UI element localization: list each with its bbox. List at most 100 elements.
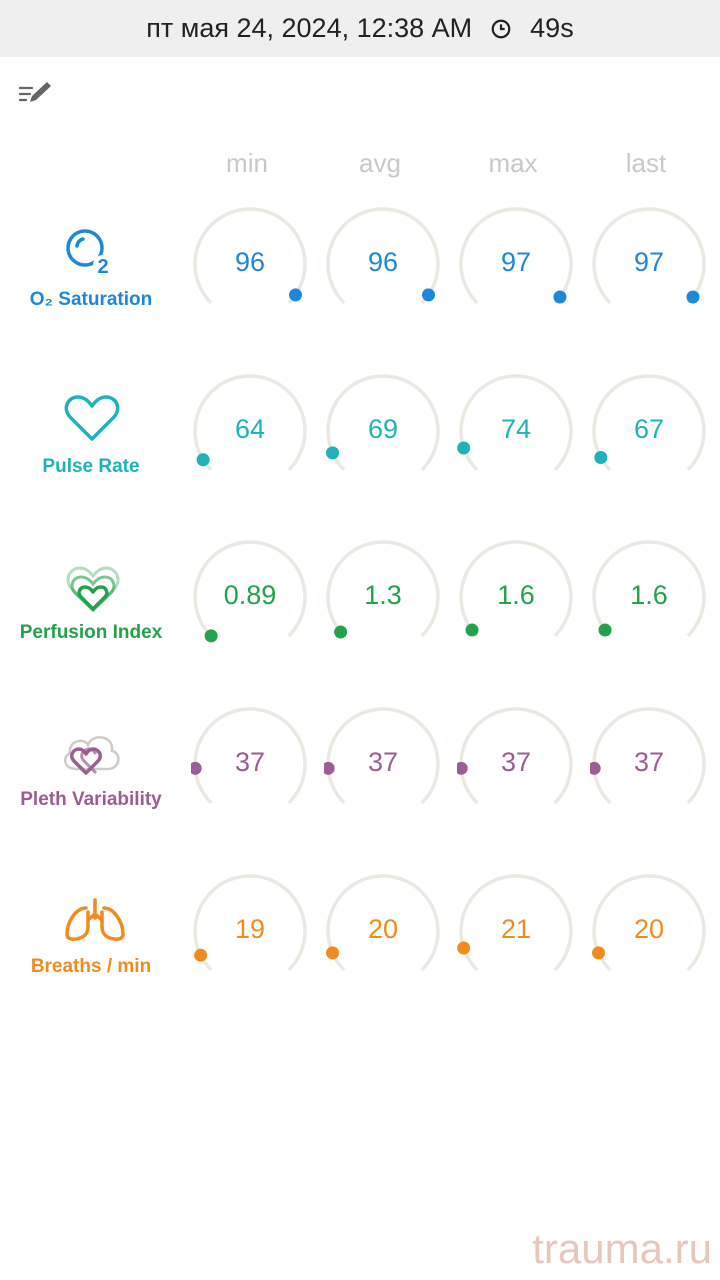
- gauge-arc: [457, 707, 573, 805]
- gauge-track: [326, 874, 440, 972]
- gauge-value: 37: [367, 747, 399, 777]
- gauge-arc: [326, 874, 440, 972]
- gauge-arc: [457, 374, 573, 472]
- gauge-track: [193, 540, 307, 638]
- gauge-breaths-avg[interactable]: 20: [324, 872, 452, 982]
- gauge-value: 19: [234, 914, 266, 944]
- gauge-pleth-last[interactable]: 37: [590, 705, 718, 815]
- gauge-value: 69: [367, 414, 399, 444]
- session-duration: 49s: [530, 13, 574, 43]
- gauge-level-dot: [553, 290, 567, 304]
- gauge-level-dot: [288, 288, 302, 302]
- gauge-pulse-min[interactable]: 64: [191, 372, 319, 482]
- gauge-arc: [191, 707, 307, 805]
- gauge-breaths-max[interactable]: 21: [457, 872, 585, 982]
- gauge-o2-min[interactable]: 96: [191, 205, 319, 315]
- gauge-track: [459, 540, 573, 638]
- gauge-track: [193, 374, 307, 472]
- metric-label-breaths[interactable]: Breaths / min: [30, 956, 152, 977]
- gauge-perfusion-last[interactable]: 1.6: [590, 538, 718, 648]
- gauge-arc: [193, 874, 307, 972]
- gauge-arc: [590, 707, 706, 805]
- heart-outline-icon: [62, 393, 122, 450]
- gauge-o2-last[interactable]: 97: [590, 205, 718, 315]
- gauge-arc: [326, 540, 440, 639]
- gauge-value: 21: [500, 914, 532, 944]
- gauge-level-dot: [326, 446, 340, 460]
- gauge-track: [193, 874, 307, 972]
- gauge-perfusion-max[interactable]: 1.6: [457, 538, 585, 648]
- gauge-perfusion-min[interactable]: 0.89: [191, 538, 319, 648]
- lungs-icon: [62, 896, 128, 949]
- gauge-level-dot: [334, 625, 348, 639]
- gauge-level-dot: [457, 941, 471, 955]
- column-header-min: min: [226, 148, 268, 178]
- gauge-o2-max[interactable]: 97: [457, 205, 585, 315]
- metric-label-perfusion[interactable]: Perfusion Index: [19, 622, 163, 643]
- gauge-level-dot: [598, 623, 612, 637]
- gauge-arc: [193, 540, 307, 643]
- gauge-arc: [459, 207, 573, 305]
- metric-label-pulse[interactable]: Pulse Rate: [42, 456, 140, 477]
- gauge-value: 96: [234, 247, 266, 277]
- gauge-pulse-avg[interactable]: 69: [324, 372, 452, 482]
- column-header-last: last: [625, 148, 667, 178]
- gauge-track: [592, 374, 706, 472]
- gauge-arc: [592, 540, 706, 638]
- gauge-value: 37: [633, 747, 665, 777]
- gauge-track: [459, 207, 573, 305]
- gauge-pleth-max[interactable]: 37: [457, 705, 585, 815]
- gauge-arc: [592, 374, 706, 472]
- status-bar: пт мая 24, 2024, 12:38 AM 49s: [0, 0, 720, 57]
- gauge-level-dot: [594, 450, 608, 464]
- gauge-level-dot: [421, 288, 435, 302]
- gauge-track: [326, 540, 440, 638]
- gauge-track: [193, 207, 307, 305]
- gauge-value: 20: [367, 914, 399, 944]
- gauge-level-dot: [592, 946, 606, 960]
- edit-list-icon: [18, 82, 51, 102]
- metric-label-pleth[interactable]: Pleth Variability: [20, 789, 162, 810]
- gauge-value: 1.6: [497, 580, 535, 610]
- clock-icon: [491, 19, 511, 38]
- gauge-arc: [326, 207, 440, 305]
- gauge-level-dot: [326, 946, 340, 960]
- hearts-cloud-icon: [56, 729, 124, 786]
- gauge-pleth-min[interactable]: 37: [191, 705, 319, 815]
- gauge-perfusion-avg[interactable]: 1.3: [324, 538, 452, 648]
- gauge-arc: [459, 540, 573, 638]
- gauge-arc: [324, 707, 440, 805]
- gauge-value: 74: [500, 414, 532, 444]
- gauge-track: [326, 207, 440, 305]
- gauge-arc: [193, 374, 307, 472]
- gauge-level-dot: [194, 948, 208, 962]
- gauge-arc: [592, 874, 706, 972]
- gauge-level-dot: [686, 290, 700, 304]
- gauge-value: 0.89: [223, 580, 277, 610]
- gauge-pulse-last[interactable]: 67: [590, 372, 718, 482]
- gauge-pleth-avg[interactable]: 37: [324, 705, 452, 815]
- gauge-breaths-min[interactable]: 19: [191, 872, 319, 982]
- gauge-value: 1.6: [630, 580, 668, 610]
- edit-list-button[interactable]: [14, 76, 58, 110]
- gauge-track: [592, 207, 706, 305]
- session-datetime: пт мая 24, 2024, 12:38 AM: [146, 13, 473, 43]
- gauge-track: [459, 374, 573, 472]
- gauge-breaths-last[interactable]: 20: [590, 872, 718, 982]
- gauge-arc: [457, 874, 573, 972]
- gauge-level-dot: [465, 623, 479, 637]
- gauge-pulse-max[interactable]: 74: [457, 372, 585, 482]
- gauge-arc: [193, 207, 307, 305]
- gauge-value: 37: [234, 747, 266, 777]
- watermark: trauma.ru: [532, 1225, 712, 1272]
- gauge-track: [592, 874, 706, 972]
- gauge-value: 20: [633, 914, 665, 944]
- gauge-value: 96: [367, 247, 399, 277]
- gauge-arc: [592, 207, 706, 305]
- metric-label-o2[interactable]: O₂ Saturation: [29, 289, 153, 310]
- gauge-level-dot: [191, 761, 202, 775]
- gauge-track: [459, 874, 573, 972]
- gauge-track: [326, 374, 440, 472]
- gauge-level-dot: [457, 441, 471, 455]
- gauge-o2-avg[interactable]: 96: [324, 205, 452, 315]
